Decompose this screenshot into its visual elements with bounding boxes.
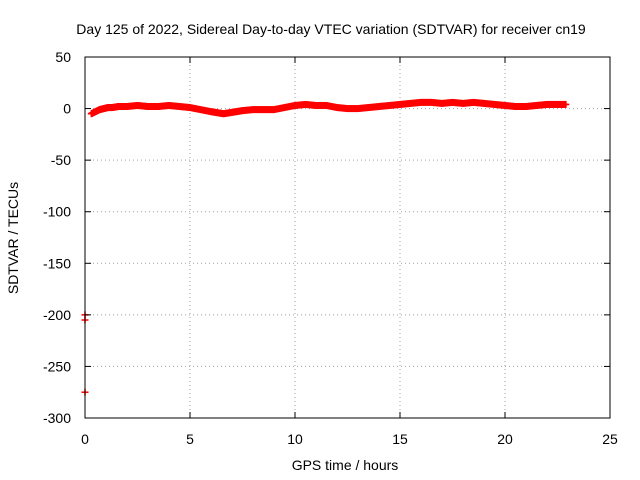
x-tick-label: 5 (186, 431, 194, 447)
y-tick-label: -200 (43, 307, 71, 323)
x-tick-label: 10 (287, 431, 303, 447)
y-tick-label: -100 (43, 204, 71, 220)
x-tick-label: 0 (81, 431, 89, 447)
x-tick-label: 15 (392, 431, 408, 447)
y-tick-label: -50 (51, 152, 71, 168)
y-axis-label: SDTVAR / TECUs (5, 182, 21, 294)
y-tick-label: -150 (43, 255, 71, 271)
data-points (81, 98, 570, 396)
y-tick-label: 0 (63, 101, 71, 117)
x-axis-label: GPS time / hours (292, 457, 399, 473)
x-tick-label: 20 (497, 431, 513, 447)
plot-frame (84, 56, 611, 419)
y-tick-label: -250 (43, 358, 71, 374)
x-tick-label: 25 (602, 431, 618, 447)
y-tick-label: -300 (43, 410, 71, 426)
axis-ticks: 0 5 10 15 20 25 50 0 -50 -100 -150 -200 -250 -300 (43, 49, 618, 447)
y-tick-label: 50 (55, 49, 71, 65)
data-point (561, 100, 569, 108)
chart-title: Day 125 of 2022, Sidereal Day-to-day VTE… (76, 21, 586, 37)
grid-lines (85, 57, 610, 418)
